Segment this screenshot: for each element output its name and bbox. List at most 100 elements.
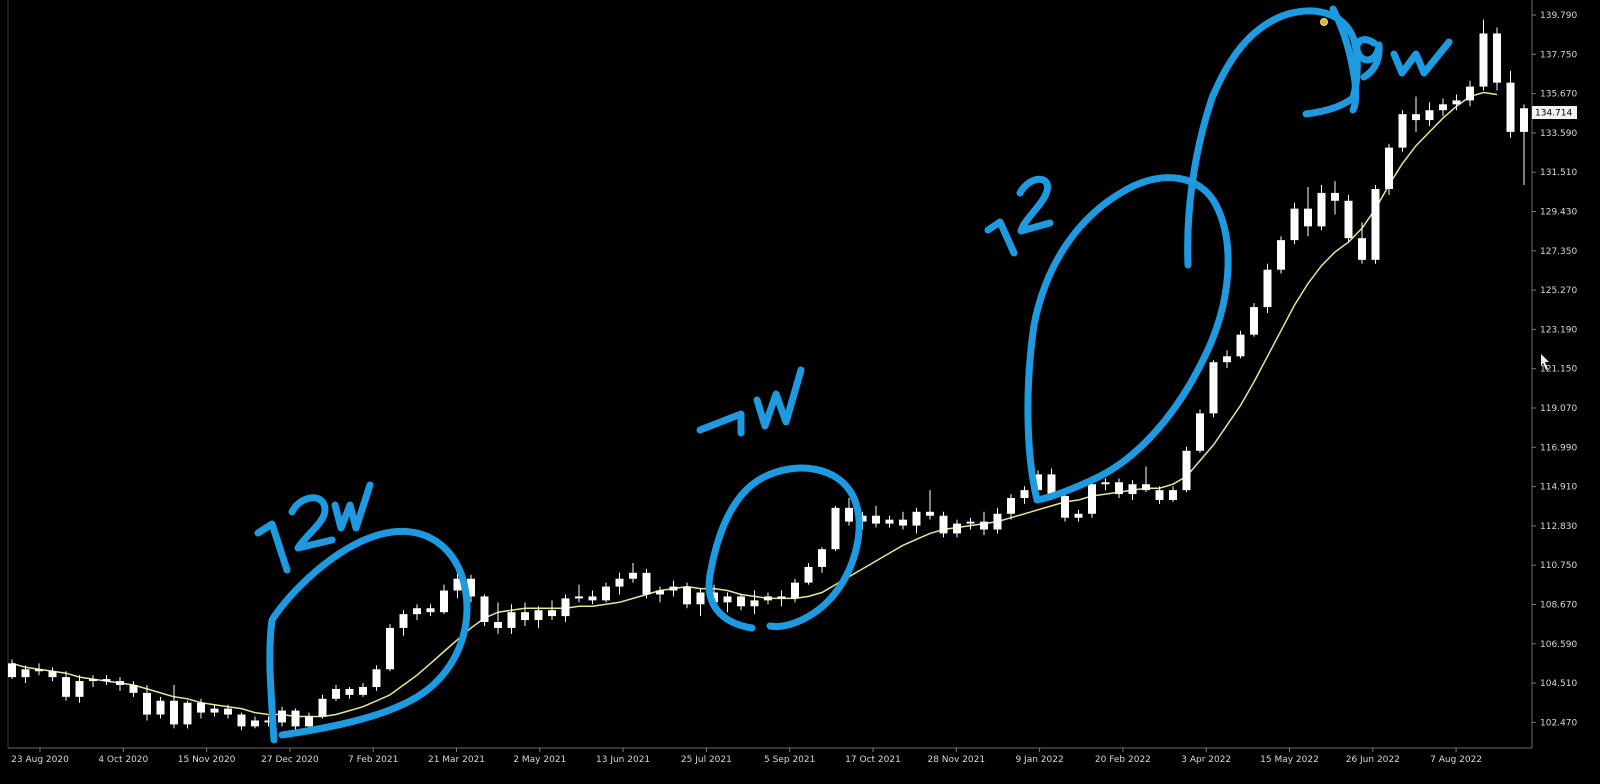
- candle: [413, 604, 421, 621]
- candle-body: [89, 679, 97, 682]
- x-tick-label: 2 May 2021: [513, 755, 566, 765]
- candle-body: [953, 523, 961, 534]
- candle: [831, 505, 840, 552]
- candle: [399, 610, 408, 636]
- candle-body: [372, 669, 381, 687]
- candle-body: [831, 507, 840, 550]
- y-tick-label: 104.510: [1540, 679, 1577, 689]
- candle: [534, 606, 543, 628]
- candle: [156, 696, 165, 719]
- candle: [345, 686, 354, 699]
- candle-body: [1479, 33, 1488, 87]
- candle: [818, 547, 826, 573]
- candle-body: [1169, 490, 1177, 500]
- candle-body: [1007, 498, 1015, 514]
- candle-body: [1425, 110, 1434, 121]
- y-tick-label: 137.750: [1540, 50, 1577, 60]
- candle-body: [1209, 362, 1218, 414]
- candle-body: [318, 698, 327, 717]
- candle-body: [561, 598, 570, 617]
- candle-body: [1331, 192, 1339, 201]
- candle: [1088, 480, 1096, 518]
- candle: [1506, 70, 1515, 138]
- candle: [291, 708, 300, 731]
- candle: [278, 706, 286, 727]
- candle: [561, 594, 570, 623]
- candle-body: [1506, 82, 1515, 132]
- candle-body: [1061, 496, 1069, 518]
- candle: [210, 704, 219, 717]
- candle-body: [521, 612, 529, 621]
- annotation-ellipse-1: [266, 527, 471, 744]
- candle-body: [602, 586, 610, 601]
- candle-body: [1128, 484, 1137, 495]
- candle-body: [62, 677, 70, 697]
- candle-body: [224, 708, 232, 715]
- candle: [723, 592, 732, 613]
- candle: [359, 683, 367, 697]
- candle: [1169, 486, 1177, 502]
- candle: [588, 590, 597, 605]
- candle: [912, 507, 921, 534]
- candle: [1425, 102, 1434, 126]
- candle-body: [1182, 450, 1191, 491]
- candle: [575, 584, 583, 603]
- candle-body: [1317, 192, 1326, 227]
- candle: [48, 667, 57, 682]
- candle-body: [413, 608, 421, 615]
- candle-body: [588, 596, 597, 601]
- x-tick-label: 5 Sep 2021: [764, 755, 815, 765]
- candle-body: [872, 515, 880, 524]
- candle: [777, 590, 786, 607]
- candle: [89, 675, 97, 687]
- x-tick-label: 28 Nov 2021: [927, 755, 985, 765]
- candle: [899, 511, 907, 530]
- x-tick-label: 4 Oct 2020: [98, 755, 148, 765]
- candle-body: [615, 578, 624, 587]
- candle: [1223, 350, 1231, 369]
- candle: [1074, 509, 1083, 522]
- candle-body: [1196, 413, 1204, 451]
- candle-body: [1034, 474, 1042, 491]
- candle-body: [116, 681, 124, 686]
- candle-body: [1304, 208, 1312, 227]
- candle-body: [980, 521, 988, 530]
- candle-body: [197, 702, 205, 713]
- candle: [480, 594, 489, 626]
- candle-body: [534, 610, 543, 621]
- candle: [804, 562, 813, 585]
- candle: [1196, 409, 1204, 453]
- candle-body: [210, 708, 219, 713]
- candle-body: [278, 710, 286, 723]
- candle: [669, 580, 678, 597]
- candle-body: [8, 663, 16, 678]
- candle: [764, 592, 772, 605]
- candle-body: [21, 669, 30, 678]
- candle-body: [359, 686, 367, 695]
- candle-body: [912, 511, 921, 526]
- candle-body: [453, 578, 462, 591]
- candle-body: [1412, 114, 1420, 121]
- candle: [494, 602, 502, 634]
- y-tick-label: 135.670: [1540, 90, 1577, 100]
- candle-body: [939, 515, 948, 534]
- candle: [1101, 478, 1110, 491]
- candle: [318, 694, 327, 719]
- candle-body: [507, 612, 516, 628]
- candle-body: [1371, 188, 1380, 260]
- candle-body: [1452, 100, 1461, 105]
- candle: [224, 704, 232, 719]
- candle: [1371, 185, 1380, 264]
- candle-body: [858, 515, 867, 522]
- candle: [939, 511, 948, 538]
- candle: [1182, 446, 1191, 493]
- candle-body: [629, 572, 637, 579]
- candle: [1452, 94, 1461, 111]
- candle-body: [1493, 33, 1501, 83]
- candle-body: [669, 586, 678, 591]
- candle: [75, 675, 84, 703]
- candle-body: [1344, 200, 1353, 239]
- candle: [1493, 27, 1501, 91]
- candle: [1412, 96, 1420, 132]
